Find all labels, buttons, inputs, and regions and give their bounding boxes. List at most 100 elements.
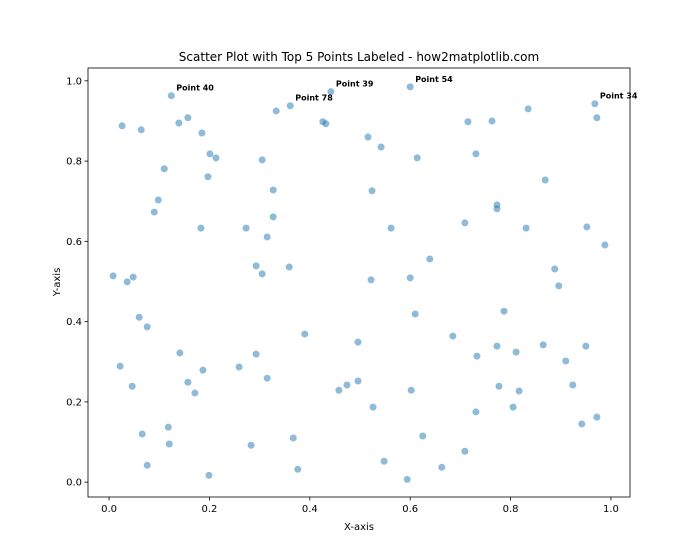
point: [258, 270, 266, 278]
point: [199, 366, 207, 374]
point: [524, 105, 532, 113]
y-tick-label: 0.8: [66, 157, 82, 168]
point: [258, 156, 266, 164]
point: [472, 150, 480, 158]
point: [184, 378, 192, 386]
point: [154, 196, 162, 204]
point: [294, 465, 302, 473]
point: [176, 349, 184, 357]
point: [137, 126, 145, 134]
point: [367, 276, 375, 284]
point: [116, 362, 124, 370]
point: [472, 408, 480, 416]
point-annotation: Point 54: [415, 75, 453, 84]
point: [591, 100, 599, 108]
point: [263, 374, 271, 382]
point: [368, 187, 376, 195]
point: [165, 440, 173, 448]
point: [109, 272, 117, 280]
point: [138, 430, 146, 438]
point: [407, 386, 415, 394]
point: [380, 457, 388, 465]
chart-title: Scatter Plot with Top 5 Points Labeled -…: [179, 50, 539, 64]
point: [150, 208, 158, 216]
x-tick-label: 0.6: [402, 504, 418, 515]
point: [461, 219, 469, 227]
point: [301, 330, 309, 338]
point: [364, 133, 372, 141]
point: [509, 403, 517, 411]
x-tick-label: 0.4: [302, 504, 318, 515]
point: [562, 357, 570, 365]
point-annotation: Point 78: [295, 94, 333, 103]
point: [578, 420, 586, 428]
point: [387, 224, 395, 232]
point: [198, 129, 206, 137]
point: [123, 278, 131, 286]
point: [493, 342, 501, 350]
point: [582, 342, 590, 350]
point-annotation: Point 40: [176, 84, 214, 93]
point: [539, 341, 547, 349]
point: [118, 122, 126, 130]
point: [461, 447, 469, 455]
point-annotation: Point 39: [336, 80, 374, 89]
point: [515, 387, 523, 395]
point: [167, 92, 175, 100]
point: [206, 150, 214, 158]
point: [583, 223, 591, 231]
point: [289, 434, 297, 442]
y-tick-label: 0.0: [66, 478, 82, 489]
point: [406, 274, 414, 282]
point: [438, 463, 446, 471]
plot-frame: [87, 67, 631, 498]
point: [569, 381, 577, 389]
point: [285, 263, 293, 271]
point: [555, 282, 563, 290]
point: [235, 363, 243, 371]
point: [191, 389, 199, 397]
point: [522, 224, 530, 232]
y-tick-label: 0.6: [66, 237, 82, 248]
point: [322, 120, 330, 128]
point: [128, 382, 136, 390]
point: [343, 381, 351, 389]
point: [419, 432, 427, 440]
point: [449, 332, 457, 340]
point: [129, 273, 137, 281]
y-tick-label: 1.0: [66, 76, 82, 87]
point: [493, 205, 501, 213]
point: [184, 114, 192, 122]
point: [593, 413, 601, 421]
point: [500, 307, 508, 315]
point: [411, 310, 419, 318]
point: [464, 118, 472, 126]
point: [269, 186, 277, 194]
point: [403, 475, 411, 483]
point: [327, 88, 335, 96]
point: [205, 471, 213, 479]
point: [272, 107, 280, 115]
point: [197, 224, 205, 232]
point: [426, 255, 434, 263]
point-annotation: Point 34: [600, 92, 638, 101]
point: [164, 423, 172, 431]
point: [269, 213, 277, 221]
point: [263, 233, 271, 241]
x-tick-label: 0.0: [101, 504, 117, 515]
point: [541, 176, 549, 184]
point: [204, 173, 212, 181]
y-axis-label: Y-axis: [52, 268, 63, 298]
point: [593, 114, 601, 122]
point: [143, 461, 151, 469]
point: [247, 441, 255, 449]
point: [406, 83, 414, 91]
point: [252, 262, 260, 270]
point: [354, 377, 362, 385]
y-tick-label: 0.4: [66, 317, 82, 328]
point: [143, 323, 151, 331]
point: [175, 119, 183, 127]
point: [252, 350, 260, 358]
point: [473, 352, 481, 360]
